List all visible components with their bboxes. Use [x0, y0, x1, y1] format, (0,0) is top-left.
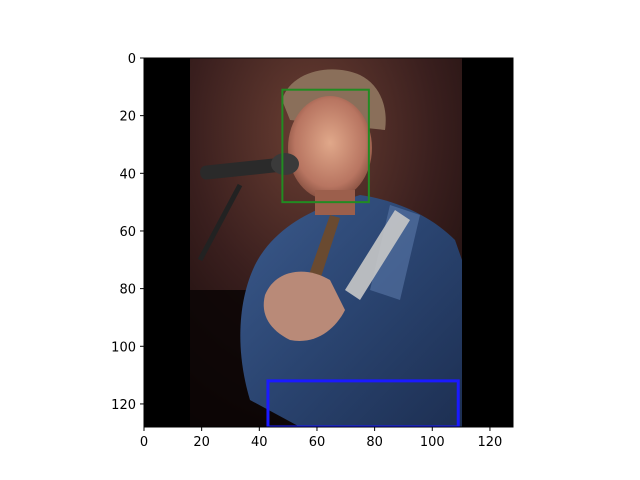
x-tick-label: 40: [251, 435, 268, 450]
mic-stand: [197, 183, 243, 262]
x-tick-label: 0: [140, 435, 148, 450]
y-tick-label: 60: [119, 225, 136, 240]
y-tick-label: 100: [111, 340, 136, 355]
x-tick-label: 20: [193, 435, 210, 450]
x-tick-label: 80: [366, 435, 383, 450]
x-tick-label: 60: [309, 435, 326, 450]
photo: [144, 58, 513, 427]
mic-body: [200, 158, 280, 180]
shirt-highlight: [370, 205, 420, 300]
y-tick-label: 80: [119, 283, 136, 298]
x-tick-label: 120: [478, 435, 503, 450]
axes-frame: [143, 57, 514, 428]
bounding-boxes: [266, 88, 460, 427]
y-tick-label: 120: [111, 398, 136, 413]
y-tick-label: 0: [128, 52, 136, 67]
face-bounding-box: [281, 88, 370, 204]
guitar-strap: [345, 210, 410, 300]
x-axis: 0 20 40 60 80 100 120: [140, 427, 502, 450]
y-axis: 0 20 40 60 80 100 120: [111, 52, 144, 413]
y-tick-label: 20: [119, 110, 136, 125]
mic-head: [271, 153, 299, 175]
face: [288, 96, 372, 200]
y-tick-label: 40: [119, 167, 136, 182]
x-tick-label: 100: [420, 435, 445, 450]
bottom-bounding-box: [266, 379, 460, 427]
hand: [263, 271, 345, 341]
